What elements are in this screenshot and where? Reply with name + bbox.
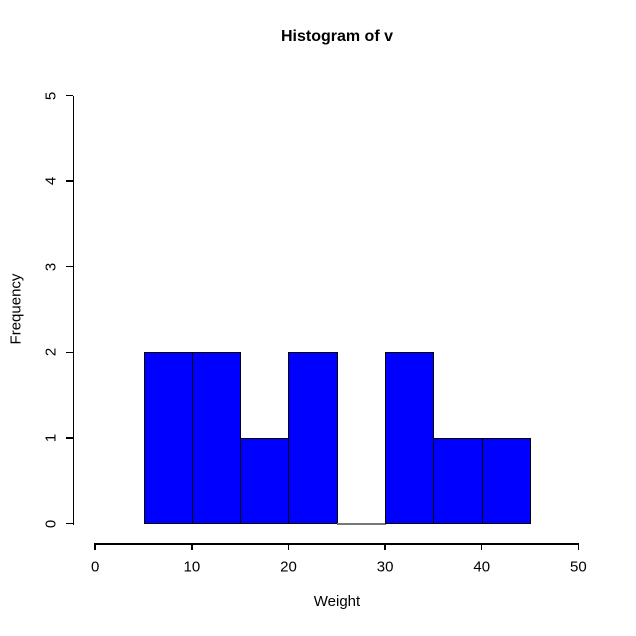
- histogram-bar: [143, 352, 193, 525]
- y-axis-tick: [65, 437, 73, 439]
- histogram-bar: [240, 437, 290, 525]
- x-axis-tick: [480, 543, 483, 550]
- y-tick-label: 2: [42, 348, 60, 357]
- x-tick-label: 40: [473, 558, 491, 576]
- y-tick-label: 4: [42, 176, 60, 186]
- x-tick-label: 20: [280, 558, 297, 576]
- y-tick-label: 0: [42, 519, 60, 528]
- x-axis-tick: [94, 543, 96, 550]
- y-axis-tick: [65, 94, 73, 97]
- y-axis-tick: [65, 180, 73, 182]
- x-axis-line: [94, 543, 580, 545]
- x-axis-tick: [577, 543, 580, 550]
- histogram-bar-zero: [336, 523, 387, 525]
- y-axis-tick: [65, 522, 73, 525]
- y-axis-label: Frequency: [7, 273, 25, 345]
- histogram-bar: [481, 437, 532, 525]
- x-tick-label: 50: [570, 558, 587, 576]
- x-tick-label: 10: [183, 558, 201, 576]
- histogram-bar: [288, 352, 338, 525]
- x-tick-label: 30: [376, 558, 394, 576]
- x-axis-tick: [384, 543, 386, 550]
- histogram-bar: [385, 352, 435, 525]
- y-axis-line: [72, 95, 74, 525]
- y-axis-tick: [65, 351, 73, 354]
- x-axis-tick: [287, 543, 290, 550]
- y-tick-label: 5: [42, 91, 60, 100]
- y-axis-tick: [65, 265, 73, 268]
- y-tick-label: 3: [42, 262, 60, 271]
- histogram-bar: [191, 352, 242, 525]
- histogram-bar: [433, 437, 483, 525]
- chart-title: Histogram of v: [280, 28, 393, 45]
- x-tick-label: 0: [91, 558, 100, 576]
- y-tick-label: 1: [42, 433, 60, 443]
- x-axis-label: Weight: [313, 593, 361, 610]
- x-axis-tick: [191, 543, 193, 550]
